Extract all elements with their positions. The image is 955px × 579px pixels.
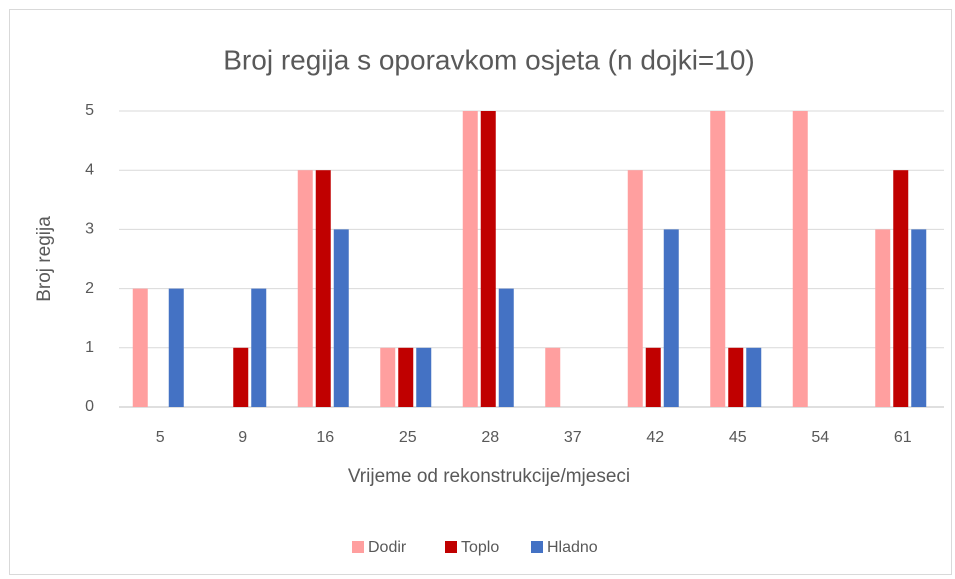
x-tick-label: 25 (399, 429, 417, 446)
y-tick-label: 3 (85, 221, 94, 238)
chart-border (9, 9, 952, 575)
y-tick-label: 2 (85, 280, 94, 297)
bar (728, 347, 744, 407)
x-tick-label: 54 (811, 429, 829, 446)
bar (168, 288, 184, 407)
x-tick-label: 9 (238, 429, 247, 446)
bar (480, 111, 496, 407)
x-axis-label: Vrijeme od rekonstrukcije/mjeseci (348, 466, 630, 487)
y-axis-label: Broj regija (34, 216, 55, 302)
bar (251, 288, 267, 407)
bar (380, 347, 396, 407)
bar (498, 288, 514, 407)
legend-swatch (531, 541, 543, 553)
bar (875, 229, 891, 407)
x-tick-label: 42 (646, 429, 664, 446)
bar (233, 347, 249, 407)
legend-label: Dodir (368, 539, 407, 556)
legend-swatch (352, 541, 364, 553)
y-tick-label: 1 (85, 339, 94, 356)
bar (398, 347, 414, 407)
bar (462, 111, 478, 407)
bar (132, 288, 148, 407)
bar (893, 170, 909, 407)
y-tick-label: 4 (85, 161, 94, 178)
chart-title: Broj regija s oporavkom osjeta (n dojki=… (223, 44, 754, 75)
x-tick-label: 5 (156, 429, 165, 446)
x-tick-label: 45 (729, 429, 747, 446)
y-tick-label: 0 (85, 398, 94, 415)
y-tick-label: 5 (85, 102, 94, 119)
bar (297, 170, 313, 407)
x-tick-label: 28 (481, 429, 499, 446)
legend-label: Toplo (461, 539, 499, 556)
bar (746, 347, 762, 407)
bar (663, 229, 679, 407)
bar (645, 347, 661, 407)
bar (710, 111, 726, 407)
bar (911, 229, 927, 407)
bar (545, 347, 561, 407)
legend-label: Hladno (547, 539, 598, 556)
bar (416, 347, 432, 407)
legend-swatch (445, 541, 457, 553)
bar (315, 170, 331, 407)
x-tick-label: 37 (564, 429, 582, 446)
bar (333, 229, 349, 407)
bar (792, 111, 808, 407)
x-tick-label: 61 (894, 429, 912, 446)
bar (627, 170, 643, 407)
x-tick-label: 16 (316, 429, 334, 446)
